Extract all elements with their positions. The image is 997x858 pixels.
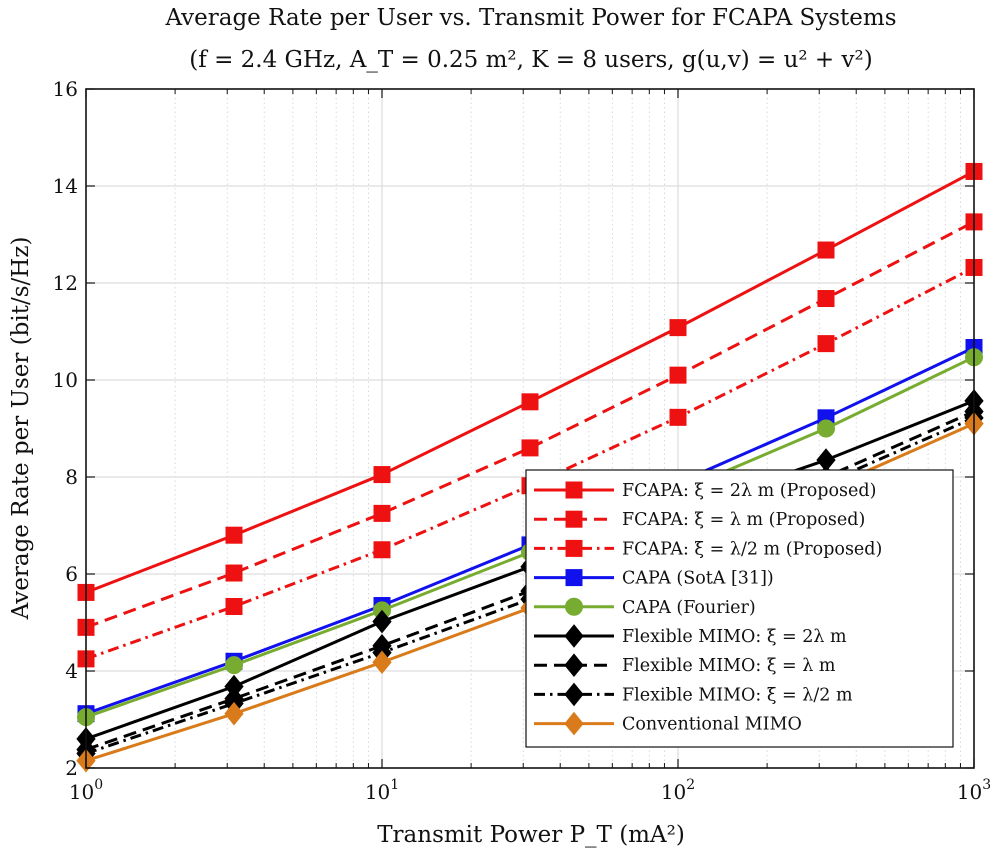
x-tick-label: 102 (661, 777, 695, 804)
legend-marker (565, 569, 583, 587)
legend-marker (565, 597, 583, 616)
x-tick-base: 10 (69, 780, 94, 804)
x-tick-exponent: 3 (982, 777, 991, 793)
y-tick-label: 10 (53, 368, 78, 392)
legend-entry: FCAPA: ξ = 2λ m (Proposed) (534, 481, 876, 501)
series-1 (77, 162, 983, 601)
y-tick-label: 14 (53, 174, 78, 198)
data-point (669, 319, 687, 337)
y-tick-label: 4 (65, 659, 78, 683)
x-tick-exponent: 2 (686, 777, 695, 793)
y-axis-label: Average Rate per User (bit/s/Hz) (8, 237, 34, 621)
legend-marker (565, 481, 583, 499)
legend-label: CAPA (SotA [31]) (622, 569, 774, 589)
y-tick-label: 8 (65, 465, 78, 489)
legend-label: Flexible MIMO: ξ = λ/2 m (622, 685, 853, 705)
x-tick-label: 101 (365, 777, 399, 804)
legend-label: Conventional MIMO (622, 715, 802, 735)
legend-entry: Conventional MIMO (534, 711, 802, 736)
minor-grid (174, 89, 961, 768)
y-tick-label: 2 (65, 756, 78, 780)
x-tick-base: 10 (957, 780, 982, 804)
x-axis-label: Transmit Power P_T (mA²) (377, 822, 685, 848)
legend-entry: CAPA (SotA [31]) (534, 569, 774, 589)
legend-label: CAPA (Fourier) (622, 598, 756, 618)
x-tick-base: 10 (365, 780, 390, 804)
data-point (817, 241, 835, 259)
data-point (521, 439, 539, 457)
plot-area-frame (85, 88, 975, 769)
data-point (373, 466, 391, 484)
x-tick-label: 103 (957, 777, 991, 804)
data-point (817, 290, 835, 308)
chart-subtitle: (f = 2.4 GHz, A_T = 0.25 m², K = 8 users… (189, 47, 872, 73)
y-tick-label: 6 (65, 562, 78, 586)
x-tick-exponent: 1 (390, 777, 399, 793)
legend-entries: FCAPA: ξ = 2λ m (Proposed) FCAPA: ξ = λ m… (534, 481, 882, 736)
y-tick-label: 12 (53, 271, 78, 295)
legend-marker (564, 653, 584, 677)
data-point (669, 408, 687, 426)
legend-entry: FCAPA: ξ = λ/2 m (Proposed) (534, 539, 882, 559)
legend-box (525, 469, 954, 748)
legend-label: FCAPA: ξ = λ m (Proposed) (622, 510, 865, 530)
legend-label: Flexible MIMO: ξ = λ m (622, 656, 836, 676)
legend-marker (565, 510, 583, 528)
legend-marker (564, 682, 584, 707)
legend-label: FCAPA: ξ = λ/2 m (Proposed) (622, 539, 882, 559)
data-point (372, 650, 392, 675)
data-point (372, 609, 392, 634)
legend-entry: Flexible MIMO: ξ = λ m (534, 653, 836, 677)
y-tick-label: 16 (53, 77, 78, 101)
legend-marker (564, 624, 584, 648)
data-point (225, 526, 243, 544)
x-tick-base: 10 (661, 780, 686, 804)
data-point (373, 541, 391, 559)
data-point (669, 366, 687, 384)
data-point (373, 504, 391, 522)
x-tick-label: 100 (69, 777, 103, 804)
data-point (225, 564, 243, 582)
legend-entry: Flexible MIMO: ξ = 2λ m (534, 624, 847, 648)
legend-marker (565, 539, 583, 557)
legend-entry: Flexible MIMO: ξ = λ/2 m (534, 682, 853, 707)
legend: FCAPA: ξ = 2λ m (Proposed) FCAPA: ξ = λ m… (525, 469, 954, 748)
legend-entry: FCAPA: ξ = λ m (Proposed) (534, 510, 865, 530)
chart-title: Average Rate per User vs. Transmit Power… (164, 5, 896, 31)
data-point (225, 597, 243, 615)
data-point (225, 656, 244, 675)
data-point (817, 335, 835, 353)
x-tick-exponent: 0 (94, 777, 103, 793)
data-point (817, 419, 836, 438)
legend-label: FCAPA: ξ = 2λ m (Proposed) (622, 481, 876, 501)
data-point (224, 701, 244, 726)
legend-label: Flexible MIMO: ξ = 2λ m (622, 627, 847, 647)
legend-marker (564, 711, 584, 736)
data-point (521, 393, 539, 411)
legend-entry: CAPA (Fourier) (534, 597, 756, 618)
